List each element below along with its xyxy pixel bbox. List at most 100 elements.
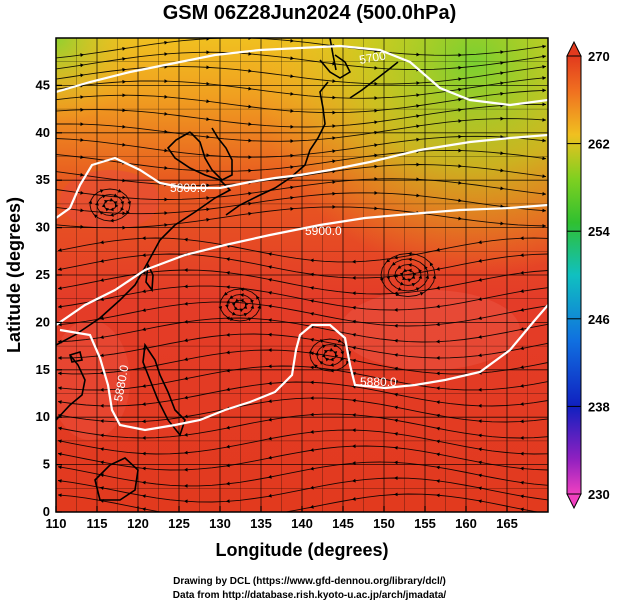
streamline-arrow — [206, 217, 210, 222]
streamline-arrow — [226, 332, 230, 337]
streamline-arrow — [122, 79, 126, 84]
streamline-arrow — [352, 497, 356, 501]
streamline-arrow — [352, 413, 356, 417]
streamline-arrow — [206, 207, 210, 212]
streamline-arrow — [164, 197, 168, 202]
streamline-arrow — [80, 190, 84, 195]
streamline-arrow — [226, 350, 230, 355]
streamline-arrow — [184, 268, 188, 272]
credit-data-source: Data from http://database.rish.kyoto-u.a… — [172, 590, 447, 601]
streamline-arrow — [500, 91, 504, 96]
streamline-arrow — [101, 203, 106, 208]
map-title: GSM 06Z28Jun2024 (500.0hPa) — [162, 2, 457, 24]
streamline-arrow — [206, 134, 210, 139]
streamline-arrow — [352, 305, 356, 310]
streamline-arrow — [340, 351, 345, 355]
streamline-arrow — [100, 278, 104, 282]
streamline-arrow — [458, 87, 462, 92]
streamline-arrow — [268, 364, 272, 369]
streamline-arrow — [184, 319, 188, 324]
streamline-arrow — [352, 259, 356, 264]
streamline-arrow — [394, 379, 398, 384]
streamline-arrow — [352, 428, 356, 433]
streamline-arrow — [240, 298, 244, 303]
streamline-arrow — [226, 481, 230, 486]
streamline-arrow — [458, 108, 462, 112]
streamline-arrow — [206, 117, 210, 122]
streamline — [56, 65, 547, 85]
streamline-arrow — [226, 316, 230, 321]
streamline-arrow — [58, 267, 62, 272]
streamline-arrow — [290, 38, 294, 43]
streamline-arrow — [458, 134, 462, 139]
streamline-arrow — [374, 191, 378, 195]
streamline-arrow — [268, 332, 272, 337]
streamline-arrow — [142, 402, 146, 406]
streamline-arrow — [520, 507, 524, 512]
streamline-arrow — [411, 275, 416, 279]
streamline-arrow — [429, 262, 434, 267]
streamline — [56, 51, 547, 71]
streamline — [57, 253, 548, 279]
streamline — [56, 206, 547, 229]
streamline-arrow — [500, 50, 504, 55]
streamline-arrow — [332, 95, 336, 100]
streamline-arrow — [322, 344, 326, 349]
streamline-arrow — [394, 418, 398, 423]
streamline-arrow — [164, 40, 168, 45]
streamline-arrow — [58, 304, 62, 309]
streamline-arrow — [310, 365, 314, 370]
colorbar: 230 238 246 254 262 270 — [566, 40, 610, 510]
streamline-arrow — [332, 149, 336, 154]
streamline-arrow — [458, 53, 462, 57]
streamline-arrow — [520, 436, 524, 440]
streamline-arrow — [232, 311, 236, 316]
streamline-arrow — [352, 461, 356, 465]
y-tick-label: 15 — [36, 362, 50, 377]
streamline-arrow — [164, 129, 168, 134]
streamline-arrow — [184, 499, 188, 504]
streamline-arrow — [436, 386, 440, 391]
streamline-arrow — [122, 142, 126, 147]
streamline-arrow — [240, 287, 244, 292]
streamline-arrow — [478, 473, 482, 478]
streamline-arrow — [520, 270, 524, 275]
streamline — [57, 381, 548, 407]
streamline-arrow — [542, 76, 546, 80]
streamline-arrow — [100, 460, 104, 465]
streamline-arrow — [520, 402, 524, 406]
streamline-arrow — [122, 124, 126, 129]
x-tick-label: 115 — [87, 516, 108, 531]
streamline-arrow — [436, 465, 440, 470]
streamline — [56, 38, 547, 59]
streamline-arrow — [100, 240, 104, 245]
streamline-arrow — [229, 317, 234, 321]
coastlines — [56, 38, 399, 501]
y-tick-label: 45 — [36, 77, 50, 92]
streamline-arrow — [332, 124, 336, 129]
streamline-arrow — [184, 237, 188, 242]
streamline-arrow — [290, 195, 294, 200]
streamline-arrow — [184, 357, 188, 362]
streamline-arrow — [352, 333, 356, 337]
streamline-arrow — [80, 95, 84, 100]
streamline-arrow — [542, 156, 546, 161]
streamline-arrow — [80, 224, 84, 229]
streamline — [57, 349, 548, 375]
streamline-arrow — [100, 316, 104, 321]
streamline-arrow — [206, 81, 210, 86]
streamline-arrow — [310, 412, 314, 417]
streamline-arrow — [226, 285, 230, 290]
streamline-arrow — [310, 272, 314, 277]
streamline-arrow — [393, 274, 397, 279]
streamline-arrow — [234, 306, 239, 310]
streamline-arrow — [248, 155, 252, 160]
streamline-arrow — [243, 305, 248, 309]
streamline-arrow — [142, 507, 146, 512]
streamline-arrow — [80, 208, 84, 213]
streamline-arrow — [184, 284, 188, 289]
streamline-arrow — [240, 293, 244, 297]
streamline-arrow — [352, 345, 356, 350]
streamline-arrow — [268, 417, 272, 422]
streamline — [56, 77, 547, 99]
